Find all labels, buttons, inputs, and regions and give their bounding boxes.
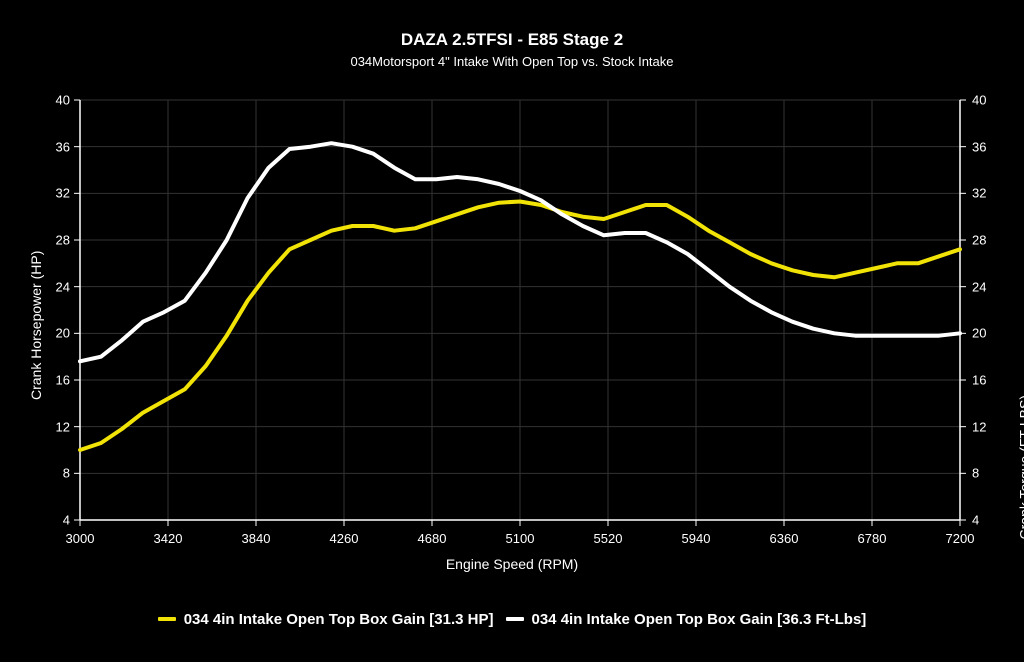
- legend-item: 034 4in Intake Open Top Box Gain [36.3 F…: [506, 611, 867, 628]
- x-tick-label: 3000: [50, 532, 110, 545]
- chart-legend: 034 4in Intake Open Top Box Gain [31.3 H…: [0, 608, 1024, 628]
- x-tick-label: 5520: [578, 532, 638, 545]
- y-right-tick-label: 4: [972, 514, 1012, 527]
- legend-item: 034 4in Intake Open Top Box Gain [31.3 H…: [158, 611, 494, 628]
- legend-label: 034 4in Intake Open Top Box Gain [31.3 H…: [184, 611, 494, 628]
- x-tick-label: 7200: [930, 532, 990, 545]
- x-tick-label: 3420: [138, 532, 198, 545]
- x-tick-label: 4680: [402, 532, 462, 545]
- y-left-tick-label: 4: [30, 514, 70, 527]
- y-right-tick-label: 28: [972, 234, 1012, 247]
- legend-swatch: [158, 617, 176, 621]
- x-tick-label: 5100: [490, 532, 550, 545]
- x-axis-label: Engine Speed (RPM): [0, 556, 1024, 572]
- y-right-tick-label: 16: [972, 374, 1012, 387]
- y-right-tick-label: 36: [972, 140, 1012, 153]
- legend-swatch: [506, 617, 524, 621]
- x-tick-label: 6780: [842, 532, 902, 545]
- y-right-tick-label: 12: [972, 420, 1012, 433]
- legend-label: 034 4in Intake Open Top Box Gain [36.3 F…: [532, 611, 867, 628]
- y-left-tick-label: 40: [30, 94, 70, 107]
- y-right-tick-label: 40: [972, 94, 1012, 107]
- y-right-tick-label: 8: [972, 467, 1012, 480]
- y-left-tick-label: 36: [30, 140, 70, 153]
- y-axis-left-label: Crank Horsepower (HP): [28, 251, 44, 400]
- x-tick-label: 6360: [754, 532, 814, 545]
- y-right-tick-label: 20: [972, 327, 1012, 340]
- y-right-tick-label: 24: [972, 280, 1012, 293]
- dyno-chart: DAZA 2.5TFSI - E85 Stage 2 034Motorsport…: [0, 0, 1024, 662]
- x-tick-label: 4260: [314, 532, 374, 545]
- y-left-tick-label: 12: [30, 420, 70, 433]
- y-left-tick-label: 28: [30, 234, 70, 247]
- y-axis-right-label: Crank Torque (FT-LBS): [1016, 395, 1024, 539]
- x-tick-label: 5940: [666, 532, 726, 545]
- x-tick-label: 3840: [226, 532, 286, 545]
- y-right-tick-label: 32: [972, 187, 1012, 200]
- y-left-tick-label: 8: [30, 467, 70, 480]
- y-left-tick-label: 32: [30, 187, 70, 200]
